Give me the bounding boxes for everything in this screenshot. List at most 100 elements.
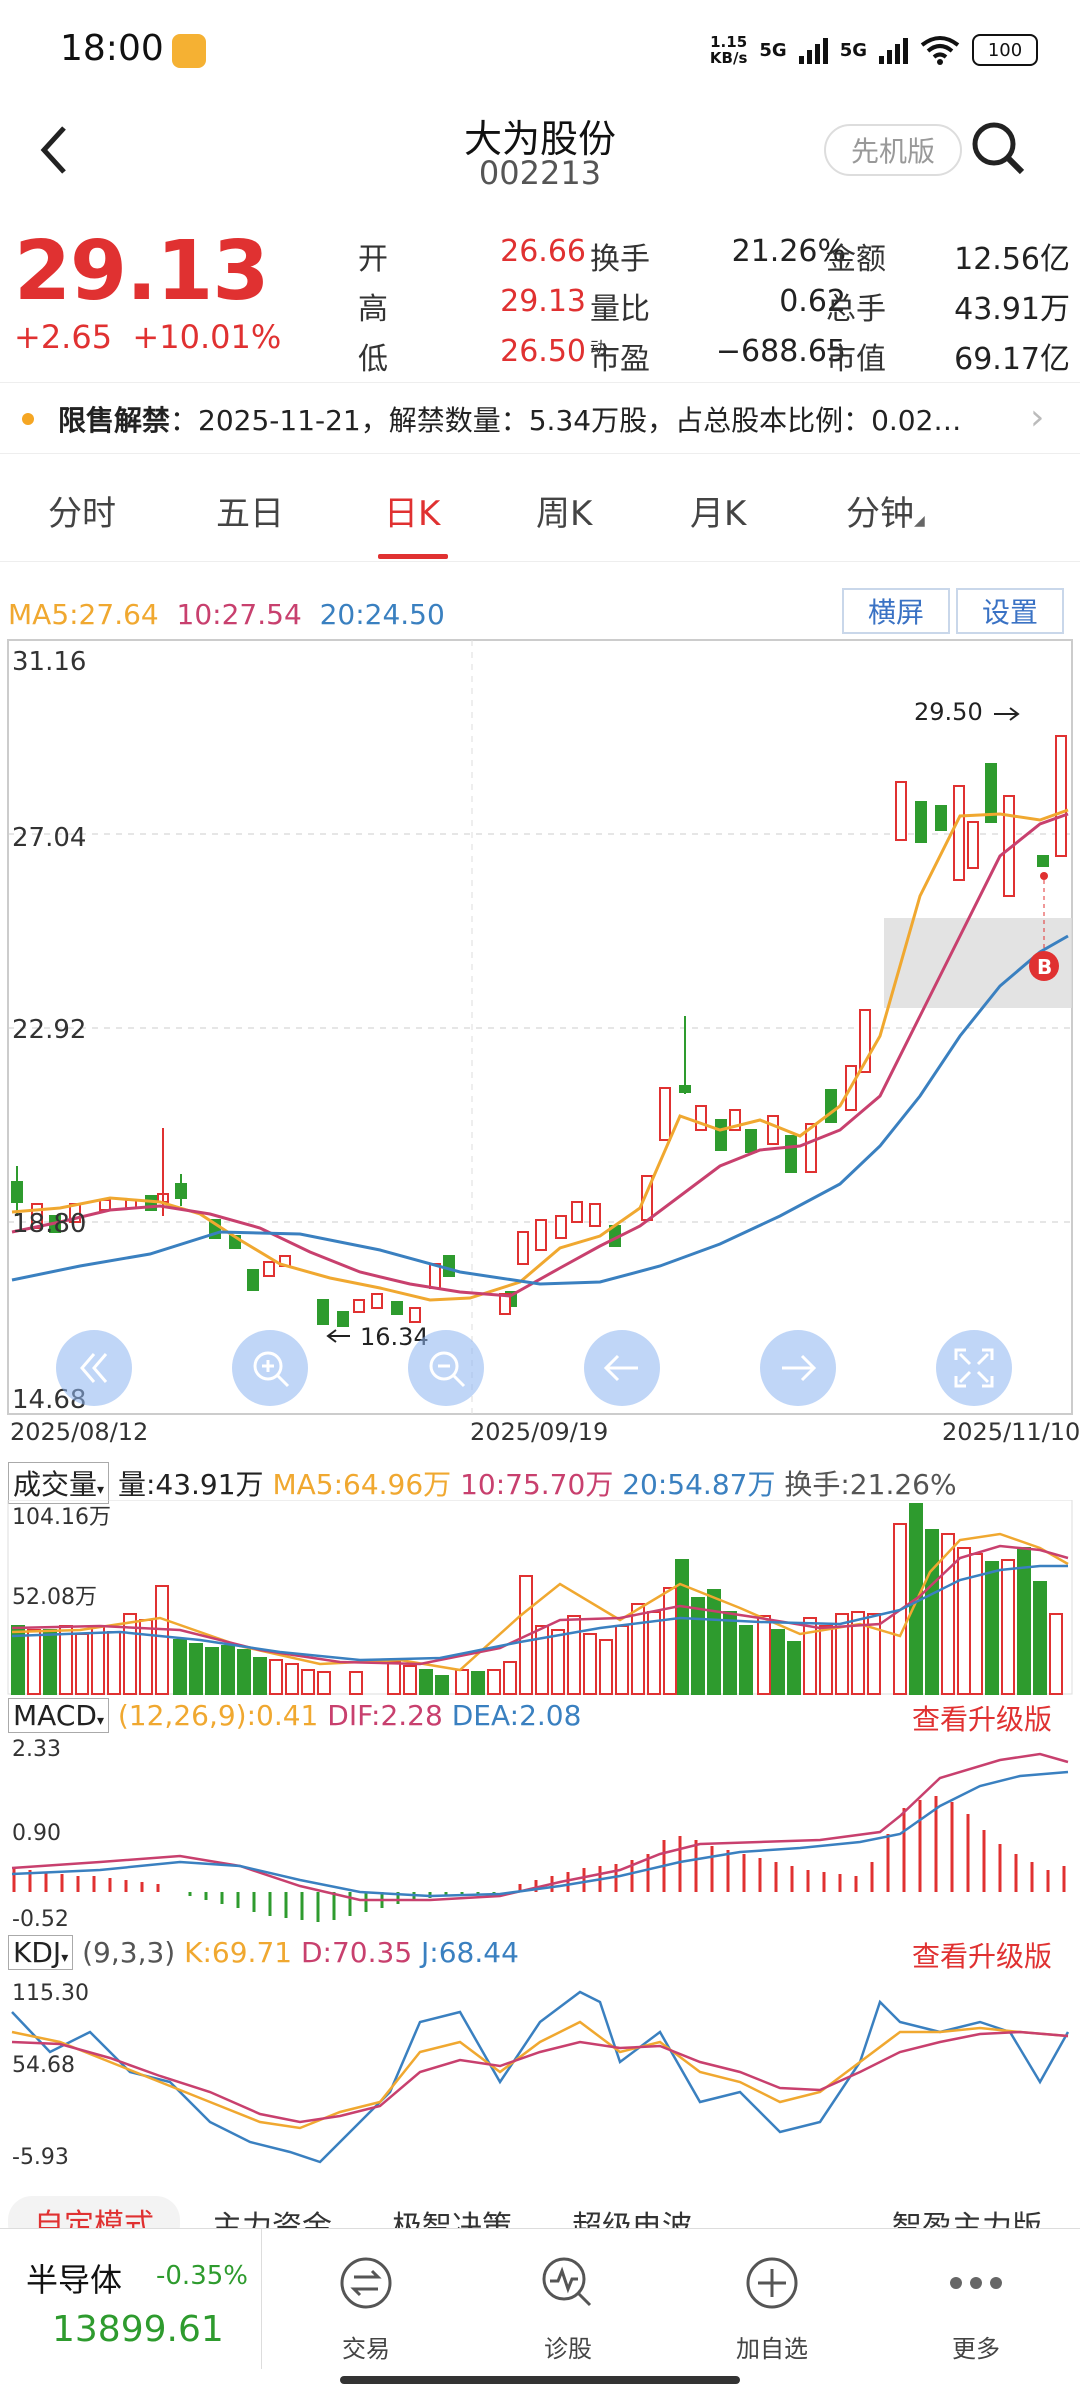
candles xyxy=(11,735,1067,1327)
y-label-4: 18.80 xyxy=(12,1209,86,1239)
double-chevron-left-icon xyxy=(80,1353,108,1383)
current-price: 29.13 xyxy=(14,224,269,319)
nav-trade[interactable]: 交易 xyxy=(296,2253,436,2364)
status-indicators: 1.15 KB/s 5G 5G 100 xyxy=(710,30,1038,70)
exchange-icon xyxy=(340,2257,392,2309)
back-button[interactable] xyxy=(30,120,80,180)
kdj-y-top: 115.30 xyxy=(12,1981,89,2006)
macd-legend: MACD▾ (12,26,9):0.41 DIF:2.28 DEA:2.08 xyxy=(8,1698,581,1733)
period-tabs: 分时 五日 日K 周K 月K 分钟◢ xyxy=(0,458,1080,562)
battery-icon: 100 xyxy=(972,34,1038,66)
kdj-y-mid: 54.68 xyxy=(12,2053,75,2078)
search-button[interactable] xyxy=(968,118,1028,178)
sector-value: 13899.61 xyxy=(52,2309,224,2350)
vol-ma20-line xyxy=(11,1564,1068,1662)
zoom-out-icon xyxy=(429,1351,466,1388)
dea-line xyxy=(11,1770,1069,1898)
macd-chart[interactable]: 2.33 0.90 -0.52 xyxy=(0,1736,1080,1932)
tab-monthly-k[interactable]: 月K xyxy=(690,494,747,534)
tab-daily-k[interactable]: 日K xyxy=(384,494,441,534)
tab-intraday[interactable]: 分时 xyxy=(48,494,116,534)
stock-code: 002213 xyxy=(478,154,602,192)
early-version-button[interactable]: 先机版 xyxy=(824,124,962,176)
date-label-end: 2025/11/10 xyxy=(942,1418,1080,1446)
landscape-button[interactable]: 横屏 xyxy=(842,588,950,634)
kdj-indicator-dropdown[interactable]: KDJ▾ xyxy=(8,1935,74,1970)
ma10-line xyxy=(11,812,1069,1298)
sector-name: 半导体 xyxy=(26,2261,123,2299)
unlock-notice[interactable]: 限售解禁：2025-11-21，解禁数量：5.34万股，占总股本比例：0.02…… xyxy=(0,382,1080,454)
scroll-left-fast-button[interactable] xyxy=(56,1330,132,1406)
kdj-chart[interactable]: 115.30 54.68 -5.93 xyxy=(0,1972,1080,2168)
macd-indicator-dropdown[interactable]: MACD▾ xyxy=(8,1698,109,1733)
net-speed: 1.15 KB/s xyxy=(709,33,748,67)
kdj-upgrade-link[interactable]: 查看升级版 xyxy=(912,1940,1053,1973)
vol-y-top: 104.16万 xyxy=(12,1505,111,1530)
macd-y-mid: 0.90 xyxy=(12,1821,61,1846)
d-line xyxy=(11,2030,1069,2124)
caret-down-icon: ◢ xyxy=(914,513,925,529)
sector-change: -0.35% xyxy=(156,2261,248,2291)
chevron-right-icon: › xyxy=(1030,397,1045,438)
y-label-2: 27.04 xyxy=(12,823,86,853)
wifi-icon xyxy=(920,36,960,65)
tab-minute[interactable]: 分钟◢ xyxy=(846,494,925,534)
zoom-in-icon xyxy=(253,1351,290,1388)
volume-bars xyxy=(11,1503,1063,1695)
sector-index[interactable]: 半导体 -0.35% 13899.61 xyxy=(0,2229,262,2369)
status-bar: 18:00 1.15 KB/s 5G 5G 100 xyxy=(0,0,1080,96)
nav-diagnose[interactable]: 诊股 xyxy=(498,2253,638,2364)
buy-marker[interactable] xyxy=(1029,951,1059,981)
ma-legend: MA5:27.64 10:27.54 20:24.50 xyxy=(8,598,445,631)
nav-add-watchlist[interactable]: 加自选 xyxy=(702,2253,842,2364)
price-change: +2.65 +10.01% xyxy=(14,318,282,356)
more-dots-icon xyxy=(950,2277,1002,2289)
fullscreen-button[interactable] xyxy=(936,1330,1012,1406)
stock-name: 大为股份 xyxy=(463,117,616,161)
zoom-in-button[interactable] xyxy=(232,1330,308,1406)
vol-y-mid: 52.08万 xyxy=(12,1585,97,1610)
tab-weekly-k[interactable]: 周K xyxy=(536,494,593,534)
zoom-out-button[interactable] xyxy=(408,1330,484,1406)
date-label-start: 2025/08/12 xyxy=(10,1418,149,1446)
quote-panel: 29.13 +2.65 +10.01% 开 26.66 换手 21.26% 金额… xyxy=(0,210,1080,380)
volume-indicator-dropdown[interactable]: 成交量▾ xyxy=(8,1462,110,1504)
status-time: 18:00 xyxy=(60,28,164,69)
y-label-3: 22.92 xyxy=(12,1015,86,1045)
ma5-line xyxy=(11,808,1069,1302)
y-label-top: 31.16 xyxy=(12,647,86,677)
active-tab-indicator xyxy=(378,554,448,559)
sig-label-2: 5G xyxy=(839,39,867,61)
nav-more[interactable]: 更多 xyxy=(906,2253,1046,2364)
plus-circle-icon xyxy=(746,2257,798,2309)
macd-green-bars xyxy=(188,1892,496,1922)
kline-chart[interactable]: 29.50 16.34 B 31.16 27.04 22.92 18.80 14… xyxy=(0,636,1080,1636)
sig-label-1: 5G xyxy=(759,39,787,61)
quote-row-open: 开 26.66 换手 21.26% 金额 12.56亿 xyxy=(358,234,1070,277)
chevron-left-icon xyxy=(40,126,66,174)
home-indicator[interactable] xyxy=(340,2376,740,2384)
signal-icon-2 xyxy=(879,36,908,64)
j-line xyxy=(11,1990,1070,2164)
date-label-mid: 2025/09/19 xyxy=(470,1418,609,1446)
tab-five-day[interactable]: 五日 xyxy=(216,494,284,534)
arrow-right-icon xyxy=(994,707,1020,721)
volume-legend: 成交量▾ 量:43.91万 MA5:64.96万 10:75.70万 20:54… xyxy=(8,1462,957,1504)
expand-icon xyxy=(954,1348,994,1388)
macd-upgrade-link[interactable]: 查看升级版 xyxy=(912,1703,1053,1736)
move-left-button[interactable] xyxy=(584,1330,660,1406)
kdj-y-bottom: -5.93 xyxy=(12,2145,69,2168)
high-price-label: 29.50 xyxy=(914,698,983,726)
arrow-left-icon xyxy=(326,1329,350,1343)
diagnose-icon xyxy=(542,2257,592,2307)
arrow-left-icon xyxy=(603,1354,638,1382)
search-icon xyxy=(972,122,1025,175)
arrow-right-icon xyxy=(782,1354,817,1382)
macd-y-bottom: -0.52 xyxy=(12,1907,69,1932)
settings-button[interactable]: 设置 xyxy=(956,588,1064,634)
volume-chart[interactable]: 104.16万 52.08万 xyxy=(0,1500,1080,1696)
quote-row-high: 高 29.13 量比 0.62 总手 43.91万 xyxy=(358,284,1070,327)
ma20-line xyxy=(11,934,1069,1286)
move-right-button[interactable] xyxy=(760,1330,836,1406)
macd-y-top: 2.33 xyxy=(12,1737,61,1762)
